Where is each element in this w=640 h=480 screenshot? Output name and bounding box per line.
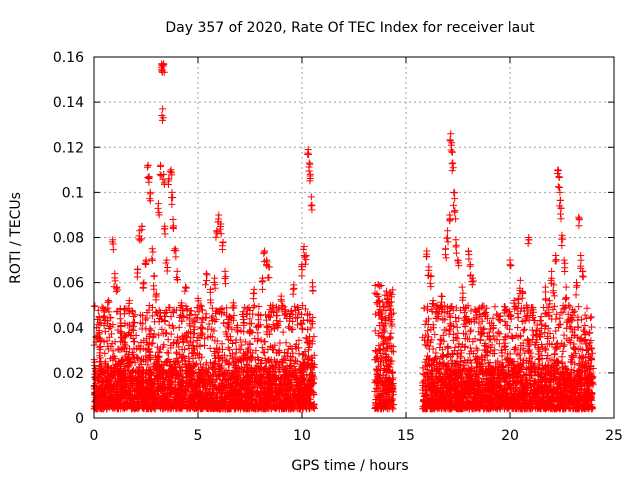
data-point [138, 325, 146, 333]
data-point [213, 375, 221, 383]
data-point [218, 376, 226, 384]
data-point [220, 319, 228, 327]
data-point [94, 306, 102, 314]
data-point [260, 349, 268, 357]
data-point [534, 355, 542, 363]
data-point [206, 344, 214, 352]
data-point [155, 349, 163, 357]
data-point [163, 349, 171, 357]
data-point [193, 314, 201, 322]
data-point [307, 324, 315, 332]
data-point [371, 289, 379, 297]
data-point [229, 339, 237, 347]
data-points [90, 60, 597, 413]
data-point [92, 380, 100, 388]
data-point [310, 333, 318, 341]
data-point [282, 339, 290, 347]
data-point [255, 303, 263, 311]
data-point [246, 320, 254, 328]
data-point [279, 328, 287, 336]
data-point [260, 338, 268, 346]
data-point [91, 302, 99, 310]
data-point [167, 330, 175, 338]
chart-title: Day 357 of 2020, Rate Of TEC Index for r… [165, 20, 535, 36]
data-point [304, 326, 312, 334]
data-point [201, 341, 209, 349]
data-point [158, 325, 166, 333]
data-point [262, 359, 270, 367]
data-point [259, 348, 267, 356]
data-point [248, 319, 256, 327]
data-point [250, 302, 258, 310]
data-point [111, 338, 119, 346]
data-point [120, 310, 128, 318]
data-point [130, 338, 138, 346]
data-point [279, 355, 287, 363]
data-point [185, 353, 193, 361]
data-point [175, 323, 183, 331]
data-point [376, 282, 384, 290]
data-point [252, 347, 260, 355]
data-point [257, 336, 265, 344]
data-point [240, 367, 248, 375]
data-point [197, 323, 205, 331]
data-point [163, 357, 171, 365]
